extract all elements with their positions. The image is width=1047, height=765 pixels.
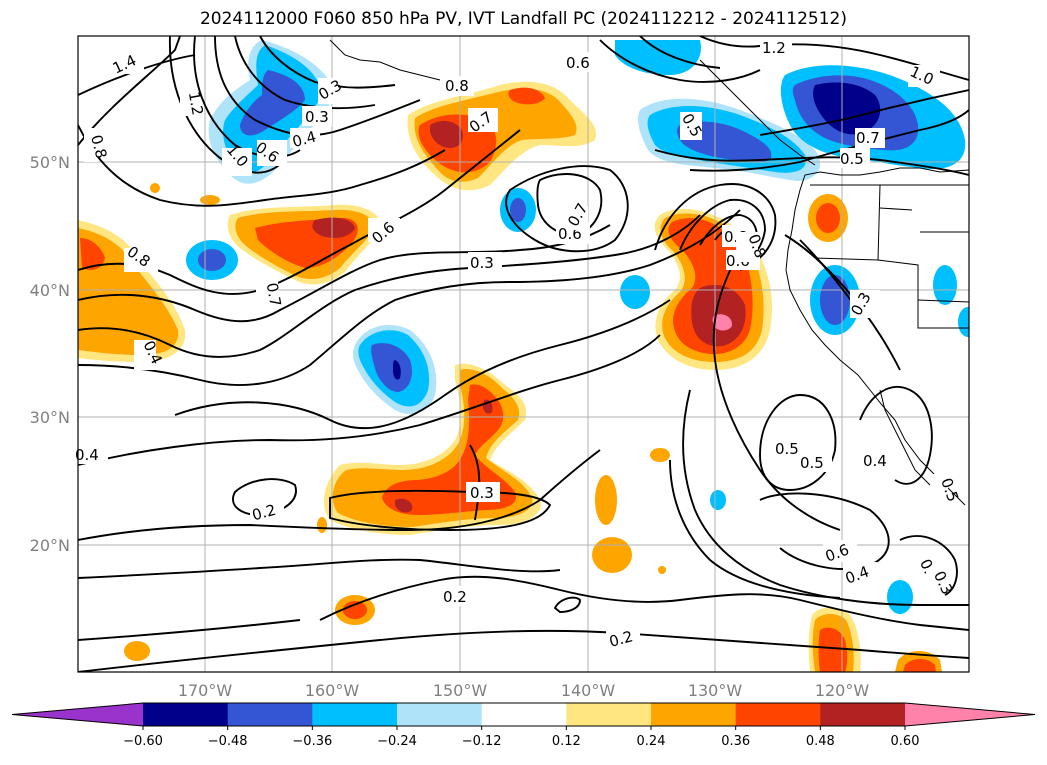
- colorbar-tick-label: 0.12: [552, 734, 581, 749]
- contour-label: 0.5: [775, 440, 799, 458]
- colorbar-tick-label: −0.24: [377, 734, 417, 749]
- contour-label: 0.5: [937, 476, 962, 505]
- colorbar-segment: [820, 703, 906, 726]
- colorbar-segment: [566, 703, 652, 726]
- state-line: [877, 184, 969, 329]
- colorbar-tick-label: −0.36: [292, 734, 332, 749]
- contour-label: 0.4: [75, 446, 99, 464]
- contour-label: 0.2: [607, 627, 635, 651]
- neg-anomaly-land: [933, 265, 957, 305]
- contour-label: 1.2: [762, 39, 786, 57]
- colorbar-extend-low: [12, 703, 143, 726]
- colorbar-tick-label: 0.36: [721, 734, 750, 749]
- lat-label: 30°N: [30, 408, 70, 427]
- contour-label: 0.5: [800, 454, 824, 472]
- contour-label: 0.8: [87, 133, 111, 161]
- map-title: 2024112000 F060 850 hPa PV, IVT Landfall…: [199, 9, 847, 29]
- lon-label: 140°W: [561, 681, 616, 700]
- contour-label: 0.4: [290, 127, 318, 151]
- contour-label: 0.8: [445, 77, 469, 95]
- contour-label: 0.2: [443, 588, 467, 606]
- contour-labels: 1.4 1.2 0.8 0.6 0.4 0.3 1.0 0.8 0.7 0.6 …: [72, 38, 962, 651]
- colorbar-segment: [651, 703, 737, 726]
- pv-contours: [78, 36, 969, 672]
- contour-label: 0.3: [470, 484, 494, 502]
- canada-coast: [699, 59, 816, 166]
- coastlines: [329, 39, 969, 506]
- colorbar-tick-label: −0.48: [208, 734, 248, 749]
- neg-anomaly-140w: [620, 275, 650, 309]
- neg-anomaly-central-core: [393, 360, 401, 380]
- lat-label: 50°N: [30, 153, 70, 172]
- lon-label: 160°W: [305, 681, 360, 700]
- colorbar-tick-label: −0.12: [462, 734, 502, 749]
- lat-label: 40°N: [30, 281, 70, 300]
- lon-label: 120°W: [815, 681, 870, 700]
- colorbar-tick-label: 0.48: [806, 734, 835, 749]
- lon-label: 130°W: [688, 681, 743, 700]
- contour-label: 0.4: [863, 452, 887, 470]
- contour-label: 1.2: [185, 90, 207, 117]
- neg-anomaly-far-ne-inner: [813, 82, 881, 135]
- lon-label: 150°W: [433, 681, 488, 700]
- colorbar-segment: [735, 703, 821, 726]
- neg-anomaly-central-inner: [371, 343, 412, 392]
- contour-label: 0.5: [840, 150, 864, 168]
- colorbar-tick-label: 0.60: [891, 734, 920, 749]
- north-america-coast: [785, 167, 969, 506]
- graticule: [78, 36, 969, 672]
- contour-label: 0.3: [470, 254, 494, 272]
- lat-label: 20°N: [30, 536, 70, 555]
- contour-label: 0.7: [263, 281, 285, 308]
- latitude-labels: 50°N 40°N 30°N 20°N: [30, 153, 70, 555]
- colorbar-segment: [312, 703, 398, 726]
- contour-label: 0.6: [566, 54, 590, 72]
- neg-anomaly-coast-top: [615, 40, 701, 75]
- longitude-labels: 170°W 160°W 150°W 140°W 130°W 120°W: [178, 681, 870, 700]
- contour-label: 0.7: [856, 129, 880, 147]
- colorbar-segment: [397, 703, 483, 726]
- colorbar-tick-label: 0.24: [637, 734, 666, 749]
- colorbar-segment: [143, 703, 229, 726]
- colorbar-tick-label: −0.60: [123, 734, 163, 749]
- colorbar-segment: [481, 703, 567, 726]
- colorbar-extend-high: [905, 703, 1035, 726]
- contour-label: 0.3: [305, 108, 329, 126]
- map-frame: [77, 35, 970, 673]
- contour-label: 0.2: [250, 501, 278, 525]
- neg-anomaly-nw-inner: [240, 70, 305, 136]
- lon-label: 170°W: [178, 681, 233, 700]
- colorbar: −0.60 −0.48 −0.36 −0.24 −0.12 0.12 0.24 0.36 0.4…: [11, 702, 1036, 749]
- colorbar-segment: [227, 703, 313, 726]
